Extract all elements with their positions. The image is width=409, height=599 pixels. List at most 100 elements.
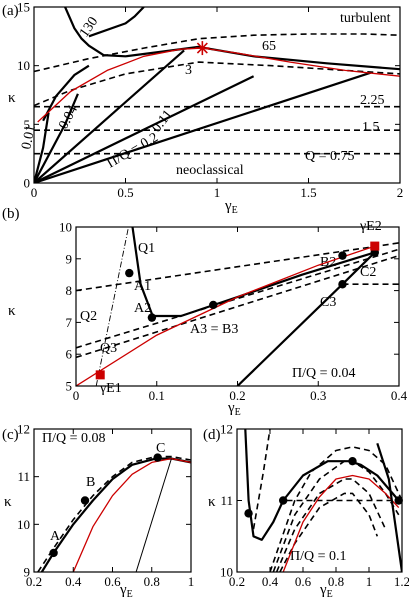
- series-solid-4-8: [376, 442, 402, 572]
- data-point-4-2: [348, 456, 357, 466]
- label-point-a: A: [50, 529, 61, 544]
- panel-d-label: (d): [203, 427, 221, 443]
- contour-label-1.5: 1.5: [362, 120, 380, 135]
- panel-3-series-group: [37, 455, 191, 572]
- x-tick-label-4-4: 1: [366, 574, 373, 589]
- series-dashed-3-0: [37, 455, 191, 572]
- label-c2: C2: [360, 265, 376, 280]
- panel-d-xlabel-sub: E: [327, 589, 333, 599]
- series-solid-1-12: [88, 7, 145, 38]
- panel-d: (d) κ γE Π/Q = 0.1: [203, 427, 347, 599]
- data-point-4-0: [244, 509, 253, 518]
- panel-a-xlabel: γE: [224, 198, 238, 216]
- x-tick-label-3-1: 0.4: [65, 574, 82, 589]
- panel-c-label: (c): [2, 427, 19, 443]
- y-tick-label-2-2: 7: [66, 315, 73, 330]
- panel-3-plot: 0.2 0.4 0.6 0.8 1 9 10 11 12: [17, 422, 194, 590]
- series-dashed-2-0: [76, 242, 399, 292]
- red-square-2-0: [95, 370, 105, 380]
- series-solid-1-10: [42, 64, 90, 122]
- y-tick-label-2-1: 6: [66, 347, 73, 362]
- label-a3-b3: A3 = B3: [190, 322, 238, 337]
- x-tick-label-4-5: 1.2: [394, 574, 409, 589]
- panel-d-xlabel: γE: [319, 582, 333, 599]
- y-tick-label-1-0: 0: [24, 176, 31, 191]
- panel-b-xlabel-sub: E: [235, 407, 241, 418]
- x-tick-label-1-4: 2: [397, 185, 404, 200]
- series-dashed-4-1: [272, 460, 400, 572]
- red-square-2-1: [370, 241, 380, 251]
- panel-a-xlabel-main: γ: [224, 198, 232, 214]
- y-tick-label-2-4: 9: [66, 251, 73, 266]
- label-point-b: B: [86, 475, 95, 490]
- x-tick-label-2-4: 0.4: [391, 388, 408, 403]
- panel-b-ylabel: κ: [8, 303, 16, 319]
- panel-c-xlabel: γE: [119, 582, 133, 599]
- panel-4-series-group: [244, 429, 402, 572]
- panel-c-ylabel: κ: [4, 494, 12, 510]
- series-solid-2-4: [131, 227, 376, 318]
- y-tick-label-3-3: 12: [17, 422, 30, 437]
- panel-d-ylabel: κ: [208, 494, 216, 510]
- data-point-2-5: [338, 280, 347, 289]
- panel-1-series-group: [34, 7, 400, 183]
- series-dashed-1-3: [34, 61, 400, 107]
- x-tick-label-2-0: 0: [73, 388, 80, 403]
- y-tick-label-3-2: 11: [17, 469, 30, 484]
- y-tick-label-3-1: 10: [17, 517, 30, 532]
- x-tick-label-4-2: 0.6: [295, 574, 312, 589]
- label-turbulent: turbulent: [340, 11, 391, 26]
- series-dashed-1-4: [34, 33, 400, 73]
- contour-label-2.25: 2.25: [360, 93, 385, 108]
- series-solid-3-1: [40, 457, 191, 572]
- data-point-2-3: [338, 251, 347, 260]
- series-thin-3-3: [135, 458, 172, 572]
- y-tick-label-4-2: 12: [220, 422, 233, 437]
- panel-d-xlabel-main: γ: [319, 582, 327, 598]
- label-q3: Q3: [100, 341, 117, 356]
- x-tick-label-4-3: 0.8: [328, 574, 344, 589]
- series-solid-1-11: [64, 7, 400, 71]
- panel-d-annotation: Π/Q = 0.1: [290, 549, 347, 564]
- panel-b-xlabel-main: γ: [227, 400, 235, 416]
- x-tick-label-3-0: 0.2: [26, 574, 42, 589]
- panel-a: (a) κ γE turbulent neoclassical 65 3 2.2…: [2, 3, 391, 216]
- series-dashed-4-4: [252, 429, 271, 530]
- series-solid-4-6: [244, 429, 400, 541]
- contour-label-3: 3: [185, 63, 192, 78]
- y-tick-label-2-5: 10: [59, 220, 72, 235]
- panel-4-plot: 0.2 0.4 0.6 0.8 1 1.2 10 11 12: [220, 422, 409, 590]
- y-tick-label-4-0: 10: [220, 565, 233, 580]
- y-tick-label-4-1: 11: [220, 493, 233, 508]
- y-tick-label-1-2: 10: [17, 58, 30, 73]
- panel-c: (c) κ γE Π/Q = 0.08 A B C: [2, 427, 165, 599]
- series-dashed-2-1: [76, 248, 399, 349]
- panel-a-ylabel: κ: [8, 90, 16, 106]
- series-dashed-2-2: [76, 254, 399, 359]
- data-point-3-2: [153, 453, 162, 462]
- x-tick-label-1-0: 0: [31, 185, 38, 200]
- y-tick-label-2-0: 5: [66, 379, 73, 394]
- series-red-4-7: [282, 474, 400, 572]
- panel-2-series-group: [76, 227, 399, 386]
- y-tick-label-1-1: 5: [24, 117, 31, 132]
- data-point-2-0: [125, 268, 134, 278]
- series-solid-1-7: [34, 49, 185, 183]
- panel-1-plot: 0 0.5 1 1.5 2 0 5 10 15: [17, 0, 403, 200]
- label-a2: A2: [134, 301, 151, 316]
- panel-a-label: (a): [2, 3, 19, 19]
- data-point-2-1: [147, 313, 157, 322]
- series-red-2-6: [76, 245, 376, 386]
- panel-2-frame: [75, 226, 400, 387]
- panel-b-annotation: Π/Q = 0.04: [292, 366, 356, 381]
- label-neoclassical: neoclassical: [176, 163, 244, 178]
- x-tick-label-1-1: 0.5: [117, 185, 133, 200]
- label-q1: Q1: [138, 241, 155, 256]
- series-solid-1-8: [34, 93, 79, 183]
- x-tick-label-2-1: 0.1: [149, 388, 165, 403]
- panel-3-frame: [33, 428, 192, 573]
- panel-c-xlabel-sub: E: [127, 589, 133, 599]
- panel-2-plot: 0 0.1 0.2 0.3 0.4 5 6 7 8 9 10: [59, 220, 408, 404]
- data-point-4-1: [279, 496, 288, 505]
